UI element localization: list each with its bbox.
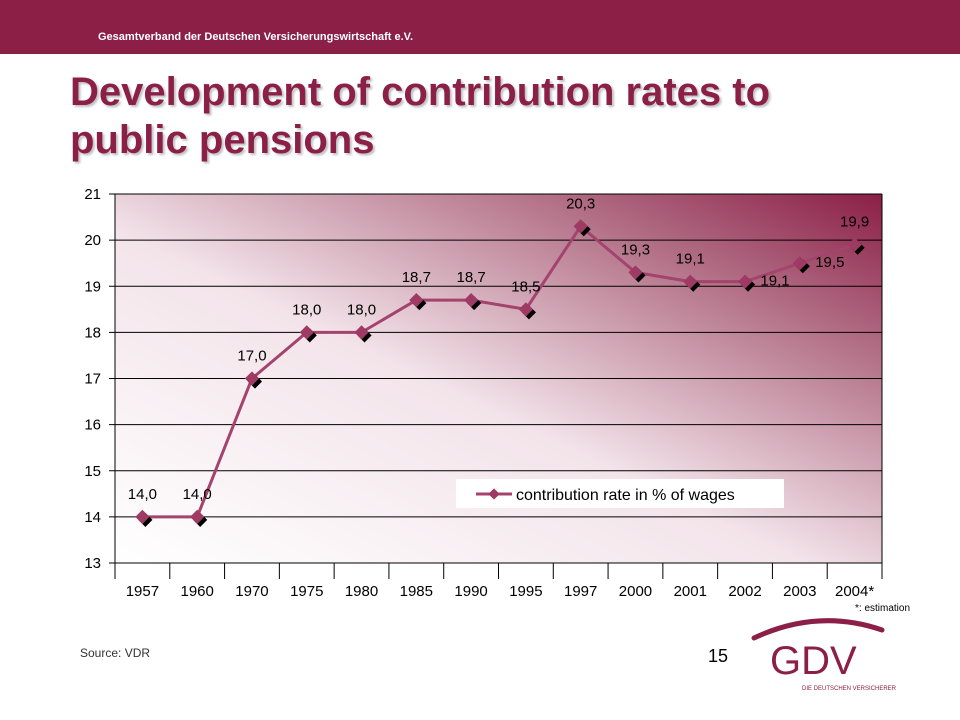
- y-tick-label: 20: [84, 232, 101, 249]
- x-tick-label: 1975: [290, 583, 323, 600]
- logo-text: GDV: [770, 639, 857, 683]
- x-tick-label: 1980: [345, 583, 378, 600]
- x-tick-label: 1960: [180, 583, 213, 600]
- y-tick-label: 17: [84, 371, 101, 388]
- x-tick-label: 1985: [400, 583, 433, 600]
- x-tick-label: 2000: [619, 583, 652, 600]
- data-label: 19,9: [840, 214, 869, 231]
- data-label: 18,7: [457, 269, 486, 286]
- data-label: 19,3: [621, 241, 650, 258]
- x-tick-label: 2002: [728, 583, 761, 600]
- x-tick-label: 1995: [509, 583, 542, 600]
- series-line: [142, 224, 856, 519]
- y-tick-label: 15: [84, 463, 101, 480]
- page-number: 15: [708, 646, 729, 666]
- data-label: 18,5: [511, 278, 540, 295]
- data-label: 14,0: [183, 486, 212, 503]
- data-marker: [464, 293, 479, 308]
- y-tick-label: 14: [84, 509, 101, 526]
- data-marker: [573, 219, 588, 234]
- organization-name: Gesamtverband der Deutschen Versicherung…: [98, 31, 414, 43]
- data-marker: [737, 274, 753, 289]
- gdv-logo: GDV DIE DEUTSCHEN VERSICHERER: [751, 618, 897, 692]
- x-tick-label: 2004*: [835, 583, 874, 600]
- x-tick-label: 2003: [783, 583, 816, 600]
- data-marker: [409, 293, 424, 308]
- legend-label: contribution rate in % of wages: [516, 487, 735, 504]
- data-marker: [518, 302, 533, 317]
- data-marker: [190, 509, 205, 524]
- y-tick-label: 21: [84, 186, 101, 203]
- page-title: Development of contribution rates to pub…: [70, 70, 771, 162]
- data-label: 20,3: [566, 195, 595, 212]
- data-label: 19,1: [760, 273, 789, 290]
- data-label: 14,0: [128, 486, 157, 503]
- x-tick-label: 2001: [674, 583, 707, 600]
- y-tick-label: 18: [84, 324, 101, 341]
- data-label: 18,0: [347, 301, 376, 318]
- data-label: 18,0: [292, 301, 321, 318]
- data-label: 18,7: [402, 269, 431, 286]
- data-marker: [683, 274, 698, 289]
- legend-marker: [488, 488, 500, 500]
- y-tick-label: 19: [84, 278, 101, 295]
- logo-tagline: DIE DEUTSCHEN VERSICHERER: [802, 686, 897, 692]
- data-marker: [299, 325, 314, 340]
- data-marker: [354, 325, 369, 340]
- data-label: 17,0: [237, 348, 266, 365]
- x-tick-label: 1957: [126, 583, 159, 600]
- data-label: 19,1: [676, 251, 705, 268]
- data-label: 19,5: [815, 254, 844, 271]
- source-note: Source: VDR: [80, 646, 151, 660]
- data-marker: [244, 371, 260, 386]
- x-tick-label: 1997: [564, 583, 597, 600]
- x-tick-label: 1970: [235, 583, 268, 600]
- x-tick-label: 1990: [454, 583, 487, 600]
- data-marker: [792, 256, 807, 271]
- data-marker: [847, 237, 862, 252]
- data-marker: [628, 265, 643, 280]
- data-marker: [135, 509, 150, 524]
- y-tick-label: 13: [84, 555, 101, 572]
- y-tick-label: 16: [84, 417, 101, 434]
- footnote-estimation: *: estimation: [855, 603, 911, 614]
- header-bar: Gesamtverband der Deutschen Versicherung…: [0, 0, 960, 54]
